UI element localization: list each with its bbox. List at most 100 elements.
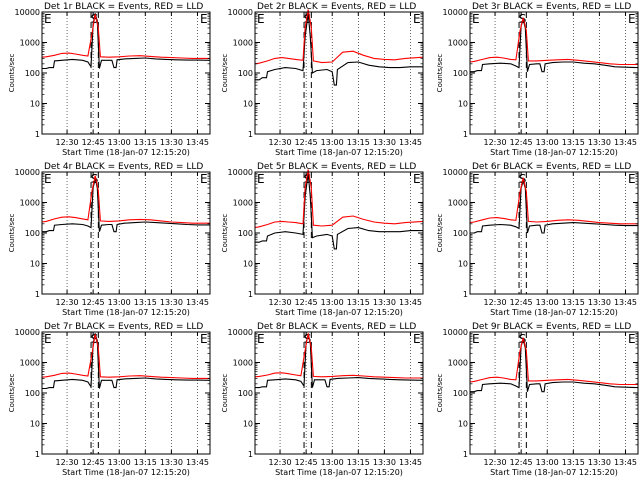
y-axis-label: Counts/sec: [436, 374, 444, 413]
y-tick-label: 1: [463, 450, 468, 459]
flag-label: E: [628, 12, 636, 26]
x-tick-label: 13:00: [108, 458, 131, 467]
panel-title: Det 2r BLACK = Events, RED = LLD: [257, 2, 416, 12]
x-tick-label: 13:15: [347, 458, 370, 467]
y-tick-label: 10000: [443, 328, 468, 337]
x-tick-label: 13:45: [614, 458, 637, 467]
series-line: [255, 332, 424, 389]
y-tick-label: 10000: [15, 8, 40, 17]
flag-label: E: [628, 332, 636, 346]
y-tick-label: 10: [243, 420, 253, 429]
x-tick-label: 13:00: [321, 298, 344, 307]
x-tick-label: 13:45: [399, 458, 422, 467]
flag-label: E: [200, 172, 208, 186]
x-tick-label: 13:30: [373, 298, 396, 307]
series-line: [255, 173, 423, 250]
flag-label: E: [257, 332, 265, 346]
series-line: [470, 18, 639, 73]
series-line: [470, 179, 638, 234]
y-tick-label: 1: [248, 450, 253, 459]
series-line: [42, 178, 210, 233]
x-tick-label: 13:30: [160, 138, 183, 147]
y-tick-label: 10: [458, 420, 468, 429]
y-tick-label: 100: [25, 69, 40, 78]
flag-label: E: [257, 12, 265, 26]
x-tick-label: 12:45: [82, 138, 105, 147]
y-tick-label: 10: [458, 260, 468, 269]
x-tick-label: 13:30: [588, 298, 611, 307]
x-tick-label: 13:45: [614, 298, 637, 307]
flag-label: E: [413, 12, 421, 26]
panel-title: Det 3r BLACK = Events, RED = LLD: [472, 2, 631, 12]
y-tick-label: 1: [35, 450, 40, 459]
x-axis-label: Start Time (18-Jan-07 12:15:20): [490, 148, 618, 157]
y-tick-label: 10000: [228, 168, 253, 177]
y-axis-label: Counts/sec: [8, 374, 16, 413]
x-tick-label: 13:15: [347, 298, 370, 307]
series-line: [254, 169, 424, 229]
y-tick-label: 10000: [443, 8, 468, 17]
x-tick-label: 13:00: [536, 458, 559, 467]
flag-label: E: [472, 332, 480, 346]
flag-label: E: [257, 172, 265, 186]
y-tick-label: 1: [463, 290, 468, 299]
x-tick-label: 12:30: [484, 298, 507, 307]
y-axis-label: Counts/sec: [8, 54, 16, 93]
y-axis-label: Counts/sec: [221, 374, 229, 413]
y-axis-label: Counts/sec: [436, 214, 444, 253]
x-tick-label: 13:00: [536, 138, 559, 147]
x-tick-label: 12:45: [82, 298, 105, 307]
x-tick-label: 12:45: [295, 458, 318, 467]
y-tick-label: 1000: [448, 39, 468, 48]
x-tick-label: 13:15: [562, 458, 585, 467]
y-tick-label: 10000: [228, 328, 253, 337]
x-tick-label: 12:45: [510, 138, 533, 147]
y-tick-label: 10: [30, 260, 40, 269]
x-tick-label: 13:45: [186, 138, 209, 147]
x-tick-label: 12:30: [269, 138, 292, 147]
flag-label: E: [472, 172, 480, 186]
series-line: [42, 13, 211, 70]
y-tick-label: 10000: [15, 168, 40, 177]
x-tick-label: 12:45: [510, 298, 533, 307]
series-line: [255, 13, 423, 86]
y-tick-label: 10: [30, 420, 40, 429]
x-axis-label: Start Time (18-Jan-07 12:15:20): [275, 308, 403, 317]
flag-label: E: [44, 12, 52, 26]
x-tick-label: 13:15: [562, 298, 585, 307]
y-tick-label: 1000: [20, 39, 40, 48]
x-tick-label: 13:30: [373, 138, 396, 147]
x-tick-label: 12:30: [56, 298, 79, 307]
y-tick-label: 100: [25, 229, 40, 238]
y-tick-label: 1: [35, 130, 40, 139]
panel-title: Det 4r BLACK = Events, RED = LLD: [44, 162, 203, 172]
y-tick-label: 1: [248, 130, 253, 139]
series-line: [41, 334, 210, 379]
y-axis-label: Counts/sec: [436, 54, 444, 93]
y-axis-label: Counts/sec: [8, 214, 16, 253]
x-tick-label: 13:30: [588, 458, 611, 467]
y-tick-label: 1000: [20, 359, 40, 368]
panel-title: Det 7r BLACK = Events, RED = LLD: [44, 322, 203, 332]
series-line: [42, 333, 211, 390]
x-tick-label: 12:45: [82, 458, 105, 467]
x-axis-label: Start Time (18-Jan-07 12:15:20): [62, 148, 190, 157]
x-tick-label: 13:45: [399, 138, 422, 147]
x-tick-label: 13:15: [562, 138, 585, 147]
x-tick-label: 13:30: [160, 458, 183, 467]
x-tick-label: 12:30: [269, 458, 292, 467]
y-tick-label: 100: [238, 389, 253, 398]
x-tick-label: 13:00: [108, 138, 131, 147]
y-tick-label: 10000: [443, 168, 468, 177]
y-tick-label: 10: [30, 100, 40, 109]
series-line: [254, 9, 424, 65]
x-axis-label: Start Time (18-Jan-07 12:15:20): [275, 148, 403, 157]
x-axis-label: Start Time (18-Jan-07 12:15:20): [62, 468, 190, 477]
y-tick-label: 100: [453, 69, 468, 78]
x-axis-label: Start Time (18-Jan-07 12:15:20): [275, 468, 403, 477]
